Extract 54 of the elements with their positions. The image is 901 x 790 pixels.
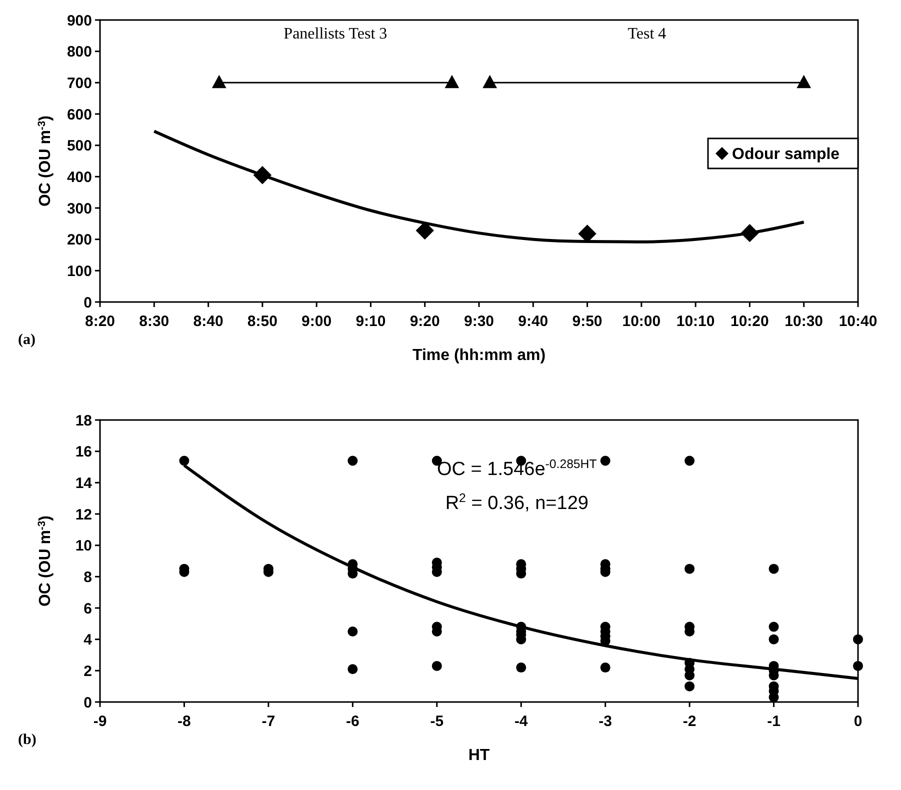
x-tick-label: -4: [514, 713, 528, 730]
y-tick-label: 6: [84, 600, 92, 618]
y-tick-label: 0: [84, 694, 92, 712]
y-tick-label: 18: [75, 412, 92, 430]
x-tick-label: -6: [346, 713, 360, 730]
x-tick-label: -8: [178, 713, 191, 730]
y-tick-label: 8: [84, 568, 92, 586]
x-tick-label: -7: [262, 713, 276, 730]
y-tick-label: 400: [66, 168, 92, 186]
x-tick-label: 8:30: [139, 313, 170, 330]
x-tick-label: 8:40: [193, 313, 224, 330]
y-tick-label: 600: [66, 106, 92, 124]
x-tick-label: 0: [854, 713, 862, 730]
y-tick-label: 700: [66, 74, 92, 92]
y-tick-label: 100: [66, 262, 92, 280]
x-tick-label: 10:00: [622, 313, 661, 330]
x-tick-label: 9:20: [410, 313, 440, 330]
x-tick-label: 9:30: [464, 313, 494, 330]
y-tick-label: 2: [84, 662, 92, 680]
x-tick-label: 10:40: [838, 313, 878, 330]
y-tick-label: 0: [84, 294, 92, 312]
x-tick-label: -9: [93, 713, 107, 730]
x-tick-label: 10:30: [784, 313, 824, 330]
annotation: Test 4: [628, 26, 666, 43]
y-tick-label: 12: [75, 506, 92, 524]
y-tick-label: 900: [66, 12, 92, 30]
y-tick-label: 10: [75, 538, 92, 555]
x-tick-label: 9:50: [572, 313, 602, 330]
x-tick-label: 10:10: [676, 313, 715, 330]
x-tick-label: -5: [430, 713, 444, 730]
y-tick-label: 500: [66, 138, 92, 155]
y-tick-label: 16: [75, 444, 92, 461]
x-tick-label: 9:10: [356, 313, 386, 330]
x-tick-label: 10:20: [730, 313, 769, 330]
annotation: Panellists Test 3: [284, 26, 388, 43]
text: (b): [18, 732, 36, 748]
y-tick-label: 800: [66, 44, 92, 61]
legend-label: Odour sample: [732, 146, 840, 164]
y-tick-label: 300: [66, 200, 92, 218]
x-tick-label: 9:40: [518, 313, 548, 330]
y-tick-label: 14: [75, 474, 93, 492]
x-tick-label: 8:50: [247, 313, 278, 330]
x-axis-title: Time (hh:mm am): [412, 347, 546, 364]
x-axis-title: HT: [468, 747, 490, 764]
x-tick-label: -1: [767, 713, 780, 730]
text: (a): [18, 332, 36, 348]
x-tick-label: -3: [598, 713, 612, 730]
annotation: OC = 1.546e$^{-0.285HT}$: [437, 457, 598, 480]
annotation: R$^{2}$ = 0.36, n=129: [445, 491, 588, 514]
x-tick-label: 9:00: [302, 313, 332, 330]
x-tick-label: 8:20: [84, 313, 116, 330]
y-tick-label: 4: [84, 632, 93, 649]
y-tick-label: 200: [66, 232, 92, 249]
x-tick-label: -2: [682, 713, 696, 730]
